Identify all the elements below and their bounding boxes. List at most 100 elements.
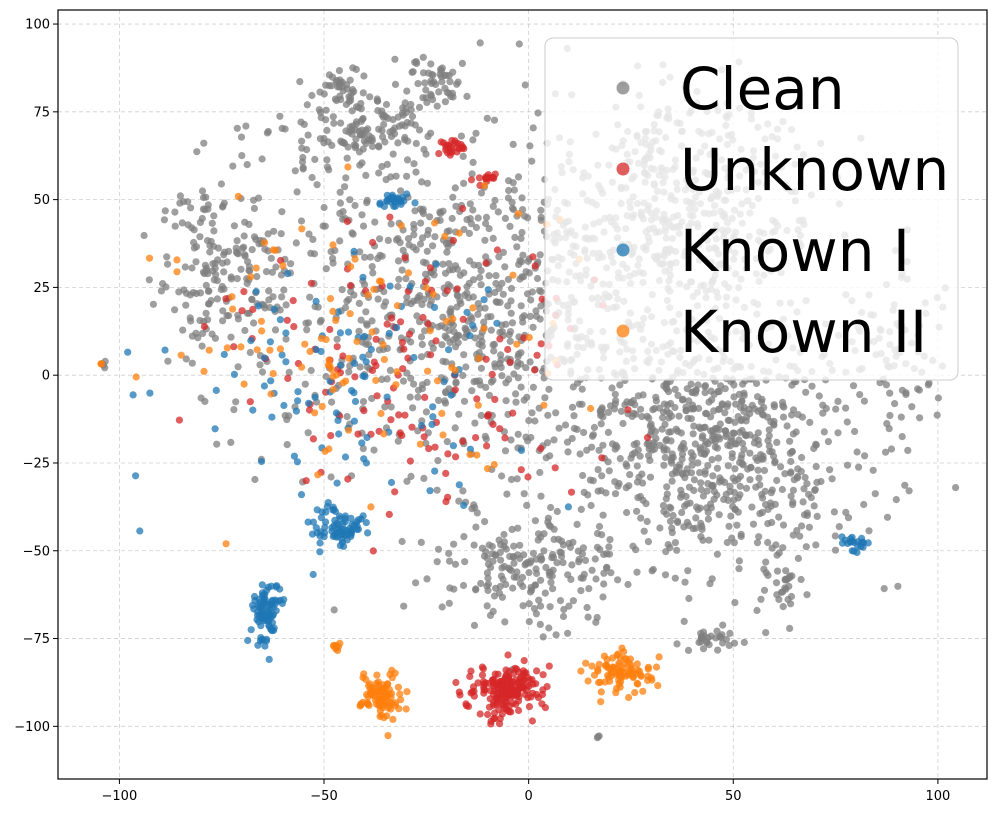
data-point (466, 200, 474, 208)
data-point (726, 442, 734, 450)
data-point (496, 335, 504, 343)
data-point (402, 275, 410, 283)
data-point (372, 362, 380, 370)
data-point (491, 395, 499, 403)
data-point (775, 513, 783, 521)
data-point (547, 503, 555, 512)
data-point (685, 521, 693, 530)
data-point (328, 398, 336, 406)
data-point (451, 424, 459, 432)
data-point (421, 393, 429, 401)
data-point (344, 163, 352, 171)
data-point (461, 324, 469, 332)
data-point (605, 550, 614, 558)
data-point (384, 236, 392, 244)
data-point (184, 198, 192, 206)
data-point (193, 148, 201, 156)
data-point (522, 364, 530, 372)
data-point (753, 539, 762, 547)
data-point (331, 246, 339, 255)
data-point (268, 413, 276, 421)
data-point (715, 405, 724, 413)
data-point (886, 389, 894, 397)
data-point (460, 397, 469, 405)
data-point (648, 567, 656, 575)
data-point (565, 602, 573, 610)
data-point (176, 192, 184, 200)
data-point (265, 655, 273, 664)
data-point (334, 308, 342, 316)
data-point (592, 618, 600, 626)
data-point (381, 403, 389, 411)
data-point (449, 266, 457, 274)
data-point (538, 295, 546, 303)
data-point (934, 394, 943, 402)
data-point (520, 312, 528, 320)
data-point (124, 348, 132, 356)
data-point (311, 409, 319, 417)
data-point (435, 88, 443, 96)
data-point (246, 348, 254, 357)
data-point (915, 386, 924, 394)
data-point (417, 538, 425, 547)
data-point (387, 403, 395, 411)
data-point (563, 438, 572, 446)
data-point (716, 435, 724, 443)
data-point (595, 522, 604, 531)
data-point (525, 417, 533, 425)
data-point (701, 382, 710, 390)
data-point (526, 312, 534, 320)
data-point (323, 126, 331, 134)
data-point (446, 584, 454, 592)
data-point (304, 518, 312, 526)
data-point (849, 382, 858, 390)
data-point (671, 539, 680, 547)
data-point (250, 196, 258, 204)
data-point (690, 476, 699, 484)
data-point (498, 279, 506, 287)
data-point (714, 387, 722, 396)
data-point (673, 640, 681, 648)
data-point (410, 231, 418, 239)
data-point (519, 602, 527, 610)
data-point (278, 293, 286, 301)
data-point (354, 430, 362, 438)
data-point (469, 158, 477, 166)
data-point (599, 441, 607, 449)
data-point (717, 633, 725, 642)
data-point (355, 148, 364, 156)
data-point (463, 92, 471, 100)
data-point (547, 578, 555, 587)
data-point (250, 204, 258, 212)
data-point (735, 565, 743, 573)
data-point (534, 530, 543, 538)
data-point (325, 82, 333, 90)
data-point (178, 219, 186, 227)
data-point (258, 581, 266, 589)
data-point (708, 456, 716, 464)
data-point (359, 273, 367, 281)
data-point (643, 412, 651, 420)
data-point (553, 559, 561, 567)
data-point (332, 316, 340, 325)
data-point (322, 265, 330, 273)
data-point (289, 297, 297, 305)
data-point (347, 288, 355, 296)
data-point (404, 269, 413, 277)
data-point (812, 463, 820, 471)
data-point (394, 437, 402, 445)
data-point (567, 575, 575, 584)
data-point (713, 627, 721, 635)
data-point (581, 556, 590, 565)
data-point (699, 628, 708, 636)
data-point (507, 284, 516, 293)
data-point (190, 226, 198, 234)
data-point (480, 296, 488, 304)
data-point (370, 446, 378, 454)
data-point (433, 486, 441, 494)
data-point (326, 295, 335, 303)
data-point (507, 475, 516, 484)
data-point (537, 492, 545, 500)
data-point (421, 327, 429, 335)
data-point (728, 435, 736, 443)
